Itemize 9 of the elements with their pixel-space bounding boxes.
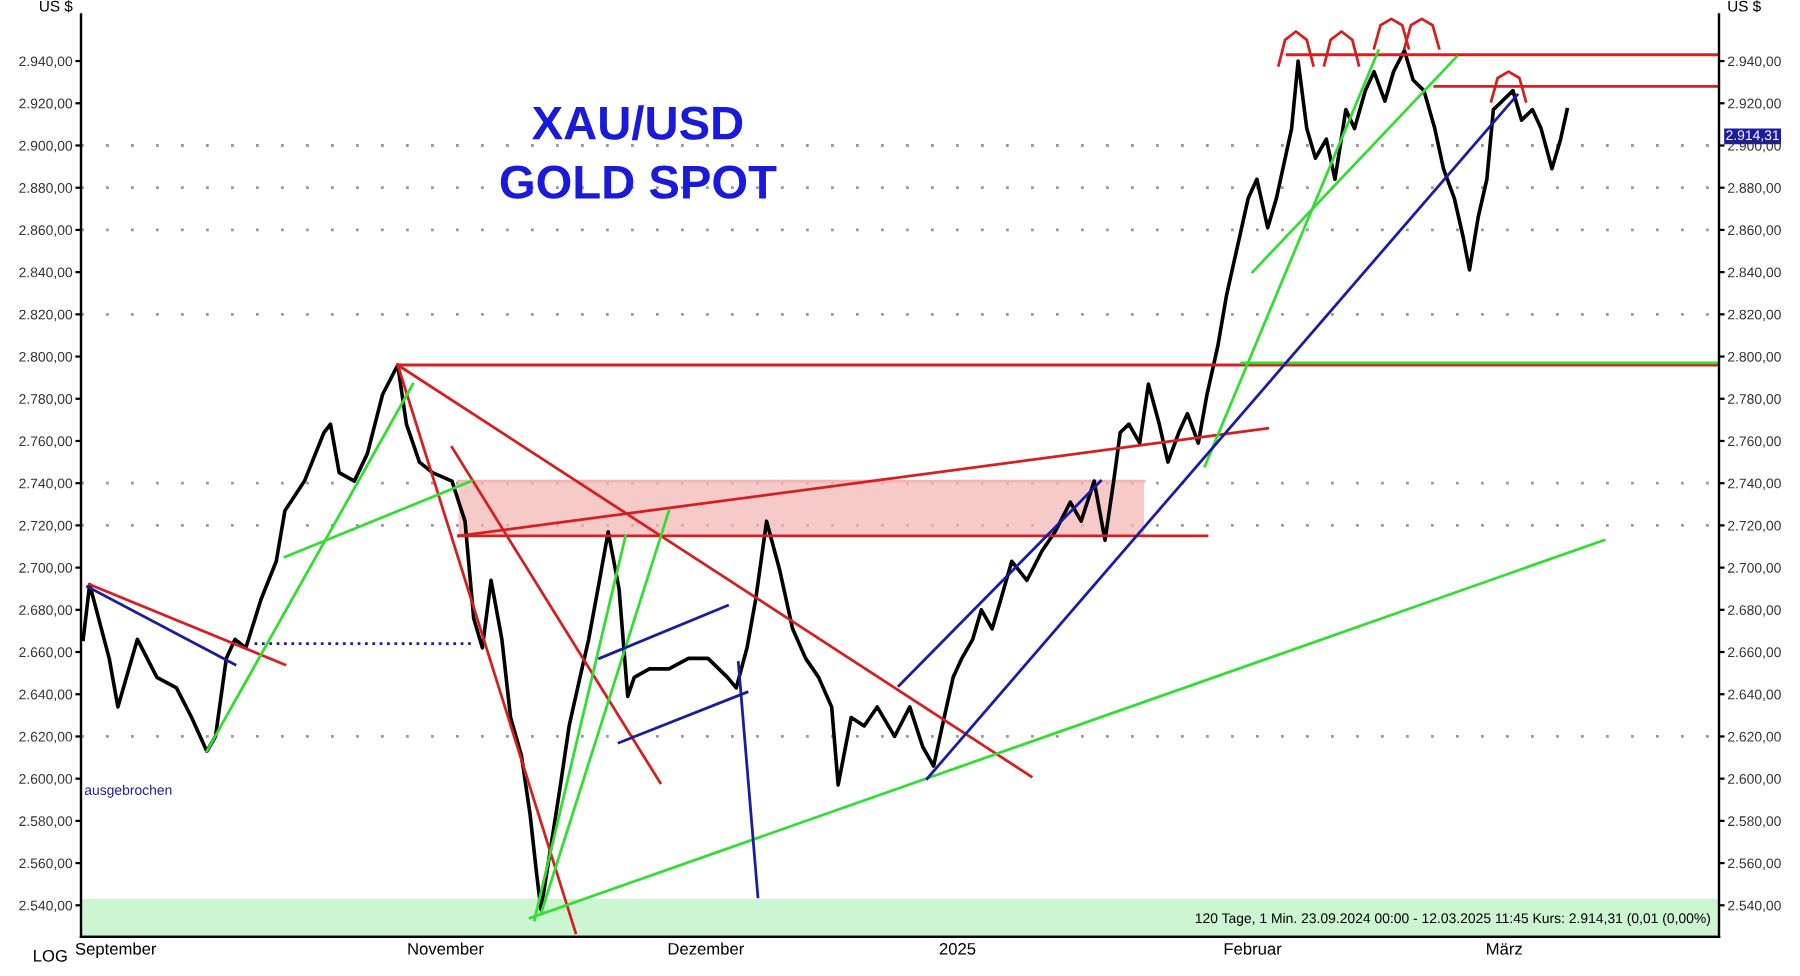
text: LOG [34,949,67,962]
text: GOLD SPOT [500,165,777,199]
x-tick-label: 2025 [939,942,976,955]
x-tick-label: Dezember [668,942,744,955]
x-tick-label: November [408,942,484,955]
x-tick-label: Februar [1224,942,1282,955]
x-tick-label: September [75,942,157,959]
text: XAU/USD [532,105,743,141]
x-tick-label: März [1487,943,1522,955]
